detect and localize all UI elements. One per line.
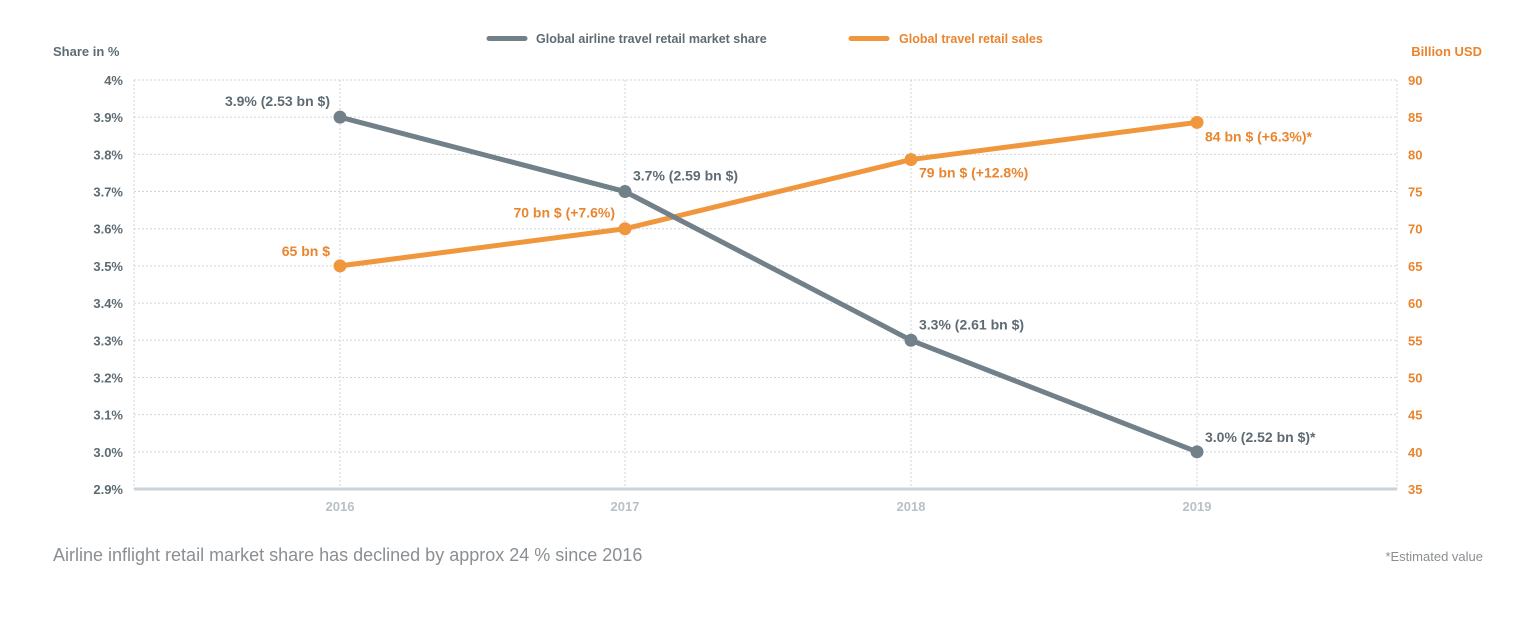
y-left-tick-label: 4% — [104, 73, 123, 88]
y-axis-right-title: Billion USD — [1411, 44, 1482, 59]
data-label-airline-market-share: 3.0% (2.52 bn $)* — [1205, 429, 1316, 445]
y-right-tick-label: 65 — [1408, 259, 1422, 274]
data-point-travel-retail-sales — [333, 259, 347, 273]
y-left-tick-label: 3.6% — [93, 222, 123, 237]
y-left-tick-label: 2.9% — [93, 482, 123, 497]
y-left-tick-label: 3.3% — [93, 333, 123, 348]
series — [333, 110, 1204, 459]
data-label-airline-market-share: 3.9% (2.53 bn $) — [225, 93, 330, 109]
y-left-tick-label: 3.2% — [93, 370, 123, 385]
x-tick-label: 2018 — [897, 499, 926, 514]
x-tick-label: 2019 — [1183, 499, 1212, 514]
y-left-tick-label: 3.5% — [93, 259, 123, 274]
y-right-tick-label: 80 — [1408, 147, 1422, 162]
grid — [133, 79, 1398, 489]
data-label-travel-retail-sales: 79 bn $ (+12.8%) — [919, 165, 1028, 181]
y-right-tick-label: 55 — [1408, 333, 1422, 348]
x-tick-label: 2016 — [326, 499, 355, 514]
data-point-airline-market-share — [333, 110, 347, 124]
data-point-travel-retail-sales — [618, 222, 632, 236]
data-label-travel-retail-sales: 84 bn $ (+6.3%)* — [1205, 128, 1313, 144]
y-left-tick-label: 3.7% — [93, 185, 123, 200]
data-label-travel-retail-sales: 70 bn $ (+7.6%) — [513, 205, 615, 221]
data-label-travel-retail-sales: 65 bn $ — [282, 243, 330, 259]
x-tick-label: 2017 — [611, 499, 640, 514]
y-left-tick-label: 3.0% — [93, 445, 123, 460]
data-point-airline-market-share — [904, 333, 918, 347]
y-left-tick-label: 3.1% — [93, 408, 123, 423]
data-point-airline-market-share — [1190, 445, 1204, 459]
footnote: *Estimated value — [1385, 549, 1483, 564]
legend-label-share: Global airline travel retail market shar… — [536, 32, 767, 46]
series-line-airline-market-share — [337, 114, 1200, 455]
data-labels: 3.9% (2.53 bn $) 3.7% (2.59 bn $) 3.3% (2.… — [225, 93, 1316, 445]
data-point-travel-retail-sales — [1190, 115, 1204, 129]
data-label-airline-market-share: 3.3% (2.61 bn $) — [919, 316, 1024, 332]
series-line-travel-retail-sales — [337, 119, 1200, 269]
y-right-tick-label: 70 — [1408, 222, 1422, 237]
y-right-tick-label: 40 — [1408, 445, 1422, 460]
y-axis-left-title: Share in % — [53, 44, 120, 59]
data-label-airline-market-share: 3.7% (2.59 bn $) — [633, 168, 738, 184]
y-right-tick-label: 45 — [1408, 408, 1422, 423]
y-right-tick-label: 75 — [1408, 185, 1422, 200]
y-right-tick-label: 90 — [1408, 73, 1422, 88]
data-point-airline-market-share — [618, 185, 632, 199]
data-point-travel-retail-sales — [904, 153, 918, 167]
y-left-tick-label: 3.4% — [93, 296, 123, 311]
legend-label-sales: Global travel retail sales — [899, 32, 1043, 46]
chart-caption: Airline inflight retail market share has… — [53, 545, 643, 565]
y-right-tick-label: 60 — [1408, 296, 1422, 311]
y-right-tick-label: 50 — [1408, 370, 1422, 385]
y-left-tick-label: 3.9% — [93, 110, 123, 125]
y-right-tick-label: 85 — [1408, 110, 1422, 125]
legend: Global airline travel retail market shar… — [486, 32, 1043, 46]
axes: Share in % Billion USD 2.9% 35 3.0% 40 3.1% 4… — [53, 44, 1482, 514]
y-left-tick-label: 3.8% — [93, 147, 123, 162]
y-right-tick-label: 35 — [1408, 482, 1422, 497]
